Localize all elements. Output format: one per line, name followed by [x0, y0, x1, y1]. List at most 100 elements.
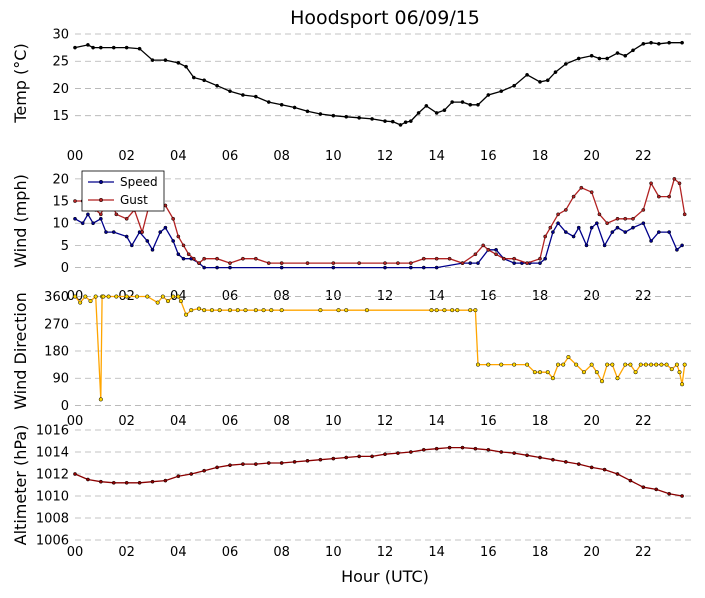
- wind-series-gust-point: [641, 208, 646, 212]
- wind-series-gust-point: [623, 216, 628, 221]
- dir-series-0-point: [145, 294, 150, 299]
- wind-series-speed-point: [215, 265, 219, 270]
- dir-series-0-point: [235, 308, 240, 313]
- temp-series-0-point: [589, 53, 594, 58]
- temp-series-0-point: [460, 100, 465, 104]
- wind-series-speed-point: [576, 225, 581, 230]
- dir-series-0-point: [253, 308, 258, 313]
- dir-series-0-point: [499, 362, 504, 367]
- dir-series-0-point: [532, 370, 537, 375]
- x-tick-label: 12: [377, 414, 394, 429]
- x-tick-label: 06: [222, 545, 239, 560]
- wind-series-gust-point: [548, 225, 553, 230]
- temp-series-0-point: [680, 40, 684, 45]
- dir-series-0-point: [623, 362, 628, 367]
- wind-series-speed-point: [111, 230, 116, 234]
- temp-series-0-point: [331, 113, 336, 118]
- wind-series-gust-point: [434, 256, 439, 261]
- dir-series-0-point: [674, 362, 679, 367]
- dir-series-0-point: [468, 308, 473, 313]
- wind-series-speed-point: [163, 225, 168, 230]
- temp-series-0-point: [98, 45, 103, 50]
- alt-series-0-point: [434, 446, 439, 451]
- temp-series-0-point: [553, 70, 558, 74]
- y-tick-label: 0: [61, 261, 69, 276]
- dir-series-0-point: [589, 362, 594, 367]
- dir-series-0-point: [171, 294, 176, 299]
- x-tick-label: 18: [532, 414, 549, 429]
- wind-series-gust-point: [605, 221, 610, 226]
- y-tick-label: 90: [52, 372, 69, 387]
- temp-series-0-point: [163, 58, 168, 62]
- alt-series-0-point: [486, 447, 491, 452]
- dir-series-0-point: [196, 306, 202, 311]
- dir-series-0-point: [184, 312, 189, 317]
- x-tick-label: 06: [222, 414, 239, 429]
- wind-series-gust-point: [538, 256, 542, 261]
- wind-series-gust-point: [543, 234, 548, 239]
- wind-series-gust-point: [124, 216, 129, 221]
- alt-series-0-point: [344, 455, 349, 460]
- wind-series-speed-point: [563, 230, 568, 234]
- temp-series-0-point: [184, 64, 188, 69]
- y-tick-label: 15: [52, 109, 69, 124]
- wind-series-speed-point: [279, 265, 284, 270]
- temp-series-0-point: [563, 62, 568, 66]
- temp-series-0-point: [576, 56, 581, 61]
- x-tick-label: 22: [635, 289, 652, 304]
- dir-series-0-point: [93, 294, 98, 299]
- y-axis-title: Wind Direction: [11, 292, 30, 410]
- wind-series-speed-point: [615, 225, 620, 230]
- wind-series-speed-point: [158, 230, 163, 234]
- alt-series-0-point: [111, 480, 116, 485]
- temp-series-0-point: [191, 75, 196, 80]
- alt-series-0-point: [576, 462, 581, 466]
- dir-series-0-point: [344, 308, 349, 313]
- wind-series-gust-point: [656, 194, 661, 199]
- alt-series-0-point: [551, 457, 555, 462]
- x-tick-label: 22: [635, 149, 652, 164]
- dir-series-0-point: [669, 367, 674, 372]
- x-tick-label: 16: [480, 545, 497, 560]
- wind-series-speed-point: [667, 230, 672, 234]
- y-tick-label: 5: [61, 239, 69, 254]
- wind-series-speed-point: [86, 212, 90, 217]
- dir-series-0-point: [88, 299, 93, 304]
- dir-series-0-point: [124, 294, 129, 299]
- x-tick-label: 08: [273, 289, 290, 304]
- temp-series-0-point: [370, 117, 374, 121]
- x-tick-label: 00: [67, 414, 84, 429]
- wind-series-gust-point: [649, 181, 653, 186]
- x-tick-label: 02: [118, 414, 135, 429]
- temp-series-0-point: [416, 111, 421, 115]
- alt-series-0-point: [98, 479, 103, 484]
- wind-series-gust-point: [215, 256, 219, 261]
- temp-series-0-point: [545, 78, 550, 83]
- temp-series-0-point: [525, 72, 529, 77]
- dir-series-0-point: [134, 294, 140, 299]
- temp-series-0-point: [215, 83, 219, 88]
- dir-series-0-point: [633, 370, 638, 375]
- dir-series-0-point: [98, 397, 103, 402]
- wind-series-speed-point: [171, 239, 176, 243]
- wind-series-speed-point: [494, 247, 498, 252]
- wind-series-speed-point: [176, 252, 181, 257]
- dir-series-0-point: [594, 370, 599, 375]
- temp-series-0-point: [137, 46, 142, 51]
- wind-series-speed-point: [631, 225, 635, 230]
- wind-series-gust-point: [186, 252, 191, 257]
- dir-series-0-point: [189, 308, 194, 313]
- alt-series-0-point: [628, 478, 633, 483]
- x-tick-label: 16: [480, 414, 497, 429]
- y-tick-label: 30: [52, 28, 69, 43]
- alt-series-0-point: [615, 472, 620, 476]
- dir-series-0-line: [74, 295, 686, 400]
- wind-series-speed-point: [610, 230, 615, 234]
- x-tick-label: 14: [428, 149, 445, 164]
- dir-series-0-point: [682, 362, 687, 367]
- y-tick-label: 1006: [36, 534, 69, 549]
- wind-series-speed-point: [91, 221, 95, 226]
- x-tick-label: 14: [428, 414, 445, 429]
- wind-series-gust-point: [563, 208, 568, 212]
- temp-series-0-point: [111, 45, 116, 50]
